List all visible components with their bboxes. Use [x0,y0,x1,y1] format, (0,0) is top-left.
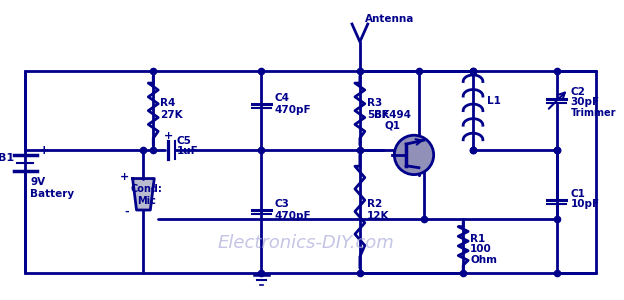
Text: 100: 100 [470,244,492,254]
Text: B1: B1 [0,153,14,163]
Text: 9V: 9V [31,178,46,188]
Text: Antenna: Antenna [365,14,414,24]
Text: C5: C5 [177,136,192,146]
Text: Mic: Mic [137,196,156,206]
Text: R1: R1 [470,234,485,244]
Text: -: - [124,207,129,217]
Polygon shape [132,178,154,210]
Text: +: + [119,172,129,182]
Text: BF494: BF494 [374,110,411,120]
Text: C2: C2 [570,87,585,97]
Text: R4: R4 [160,98,175,108]
Text: 470pF: 470pF [275,105,311,115]
Text: Q1: Q1 [384,120,401,130]
Text: Cond:: Cond: [130,184,162,194]
Circle shape [394,135,434,175]
Text: 30pF: 30pF [570,97,600,107]
Text: Battery: Battery [31,189,74,199]
Text: 10pF: 10pF [570,199,600,209]
Text: 12K: 12K [367,211,389,221]
Text: C4: C4 [275,93,290,103]
Text: R3: R3 [367,98,382,108]
Text: +: + [39,145,50,158]
Text: R2: R2 [367,199,382,209]
Text: Ohm: Ohm [470,255,497,265]
Text: 56K: 56K [367,110,389,120]
Text: C3: C3 [275,199,289,209]
Text: 27K: 27K [160,110,183,120]
Text: 1uF: 1uF [177,146,198,156]
Text: C1: C1 [570,189,585,199]
Text: +: + [163,131,173,141]
Text: Trimmer: Trimmer [570,108,616,118]
Text: L1: L1 [487,96,500,106]
Text: 470pF: 470pF [275,211,311,221]
Text: Electronics-DIY.com: Electronics-DIY.com [217,235,394,253]
